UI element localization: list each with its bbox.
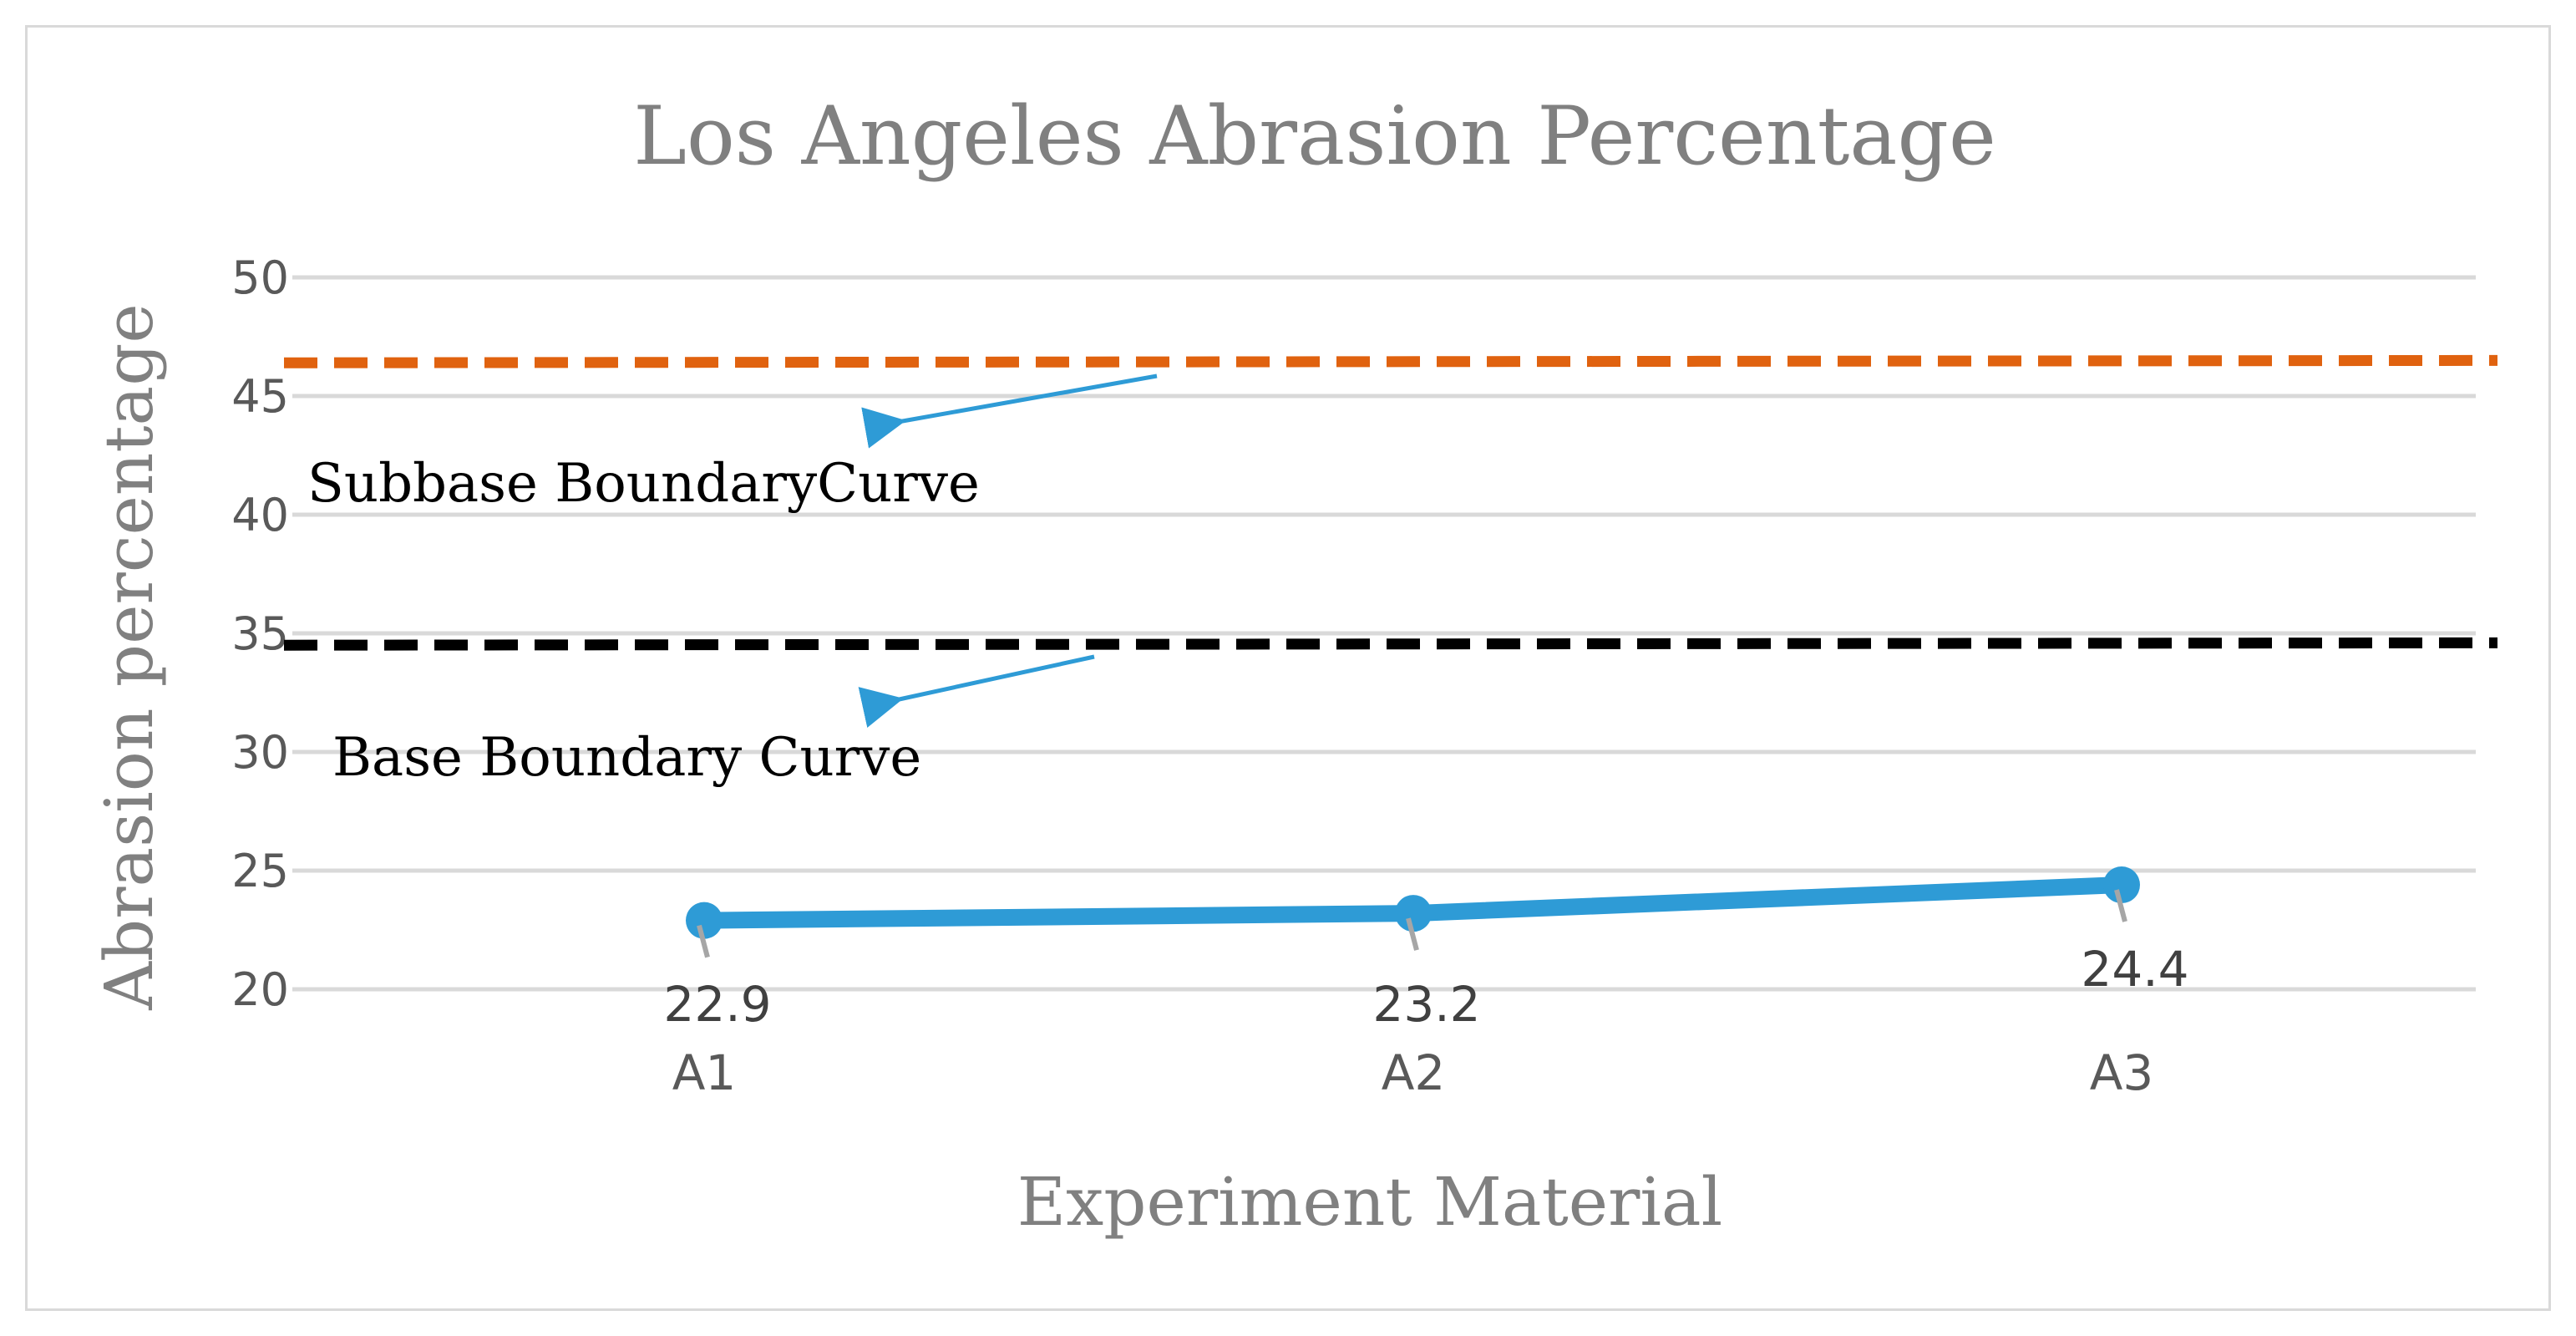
y-tick-label: 45 [231,370,289,423]
data-point [1395,895,1432,932]
annotation-arrow-base [858,654,1095,728]
annotations: Subbase BoundaryCurve Base Boundary Curve [307,373,1158,789]
data-label-leader [697,924,710,958]
reference-lines [283,354,2498,651]
reference-line-base [283,637,2498,651]
annotation-arrow-subbase [861,373,1158,449]
data-label: 22.9 [663,976,771,1033]
reference-line-subbase [283,354,2498,368]
y-tick-label: 50 [231,251,289,304]
data-label-leader [2114,889,2127,922]
annotation-label-base: Base Boundary Curve [332,727,921,789]
data-point [686,902,723,939]
x-tick-label: A1 [672,1044,737,1101]
chart-frame [25,25,2551,1311]
x-axis-label: Experiment Material [1017,1163,1722,1241]
y-tick-label: 20 [231,963,289,1016]
y-axis-label: Abrasion percentage [90,303,168,1011]
data-label: 23.2 [1372,976,1480,1033]
gridlines [292,275,2476,992]
y-tick-label: 35 [231,607,289,660]
x-tick-label: A2 [1382,1044,1446,1101]
y-tick-label: 40 [231,489,289,541]
data-label-leader [1406,917,1419,951]
x-axis-tick-labels: A1 A2 A3 [672,1044,2154,1101]
x-tick-label: A3 [2090,1044,2154,1101]
y-tick-label: 30 [231,726,289,779]
chart-title: Los Angeles Abrasion Percentage [633,89,1996,183]
data-label: 24.4 [2081,941,2188,998]
annotation-label-subbase: Subbase BoundaryCurve [307,453,980,515]
y-axis-tick-labels: 20 25 30 35 40 45 50 [231,251,289,1016]
y-tick-label: 25 [231,845,289,897]
data-series: 22.9 23.2 24.4 [663,866,2189,1033]
data-point [2103,866,2140,904]
